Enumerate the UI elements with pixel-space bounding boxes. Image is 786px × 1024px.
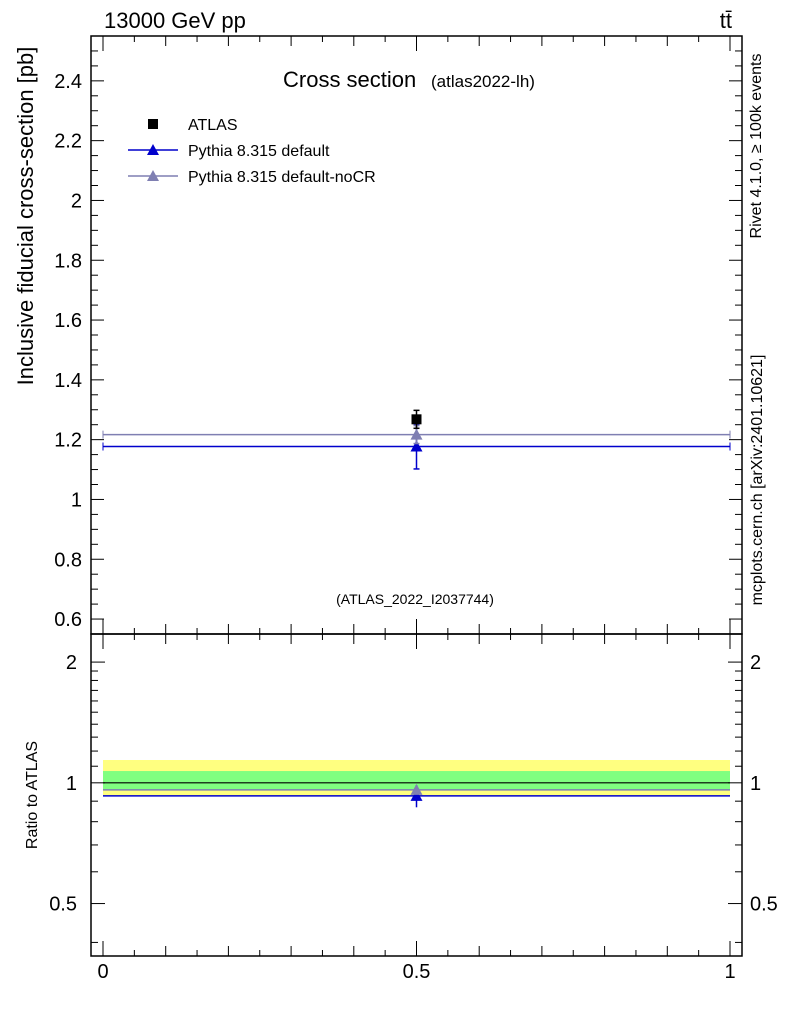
process-label: tt̄ xyxy=(720,8,732,33)
y-tick-label: 2.4 xyxy=(54,71,82,93)
x-tick-label: 1 xyxy=(724,961,735,983)
legend-marker xyxy=(147,144,159,155)
y-axis-label: Inclusive fiducial cross-section [pb] xyxy=(13,47,38,386)
data-series xyxy=(102,409,731,808)
legend-label: Pythia 8.315 default xyxy=(188,143,330,160)
ratio-axis-label: Ratio to ATLAS xyxy=(24,741,41,849)
ratio-tick-label: 2 xyxy=(66,652,77,674)
rivet-label: Rivet 4.1.0, ≥ 100k events xyxy=(748,54,765,239)
ratio-tick-label: 1 xyxy=(66,773,77,795)
chart-subtitle: (atlas2022-lh) xyxy=(431,72,535,91)
ratio-tick-label: 2 xyxy=(750,652,761,674)
legend-marker xyxy=(147,170,159,181)
data-point xyxy=(410,428,423,440)
y-tick-label: 1.4 xyxy=(54,370,82,392)
energy-label: 13000 GeV pp xyxy=(104,8,246,33)
y-tick-label: 1.6 xyxy=(54,310,82,332)
ratio-tick-label: 0.5 xyxy=(49,894,77,916)
ratio-point xyxy=(410,783,423,795)
series-pythia-8-315-default-nocr xyxy=(102,424,731,795)
mcplots-label: mcplots.cern.ch [arXiv:2401.10621] xyxy=(749,355,766,606)
legend: ATLAS Pythia 8.315 default Pythia 8.315 de… xyxy=(128,117,376,186)
ratio-uncertainty-band xyxy=(103,771,730,790)
series-atlas xyxy=(411,409,422,430)
chart-title-text: Cross section xyxy=(283,67,416,92)
legend-entry: Pythia 8.315 default xyxy=(128,143,330,160)
y-tick-label: 1 xyxy=(71,489,82,511)
legend-label: ATLAS xyxy=(188,117,238,134)
y-tick-label: 0.8 xyxy=(54,549,82,571)
legend-entry: ATLAS xyxy=(148,117,238,134)
x-tick-label: 0 xyxy=(97,961,108,983)
y-tick-label: 1.2 xyxy=(54,430,82,452)
chart-title: Cross section (atlas2022-lh) xyxy=(283,67,535,92)
legend-label: Pythia 8.315 default-noCR xyxy=(188,169,376,186)
series-pythia-8-315-default xyxy=(102,423,731,808)
data-point xyxy=(410,440,423,452)
data-point xyxy=(411,414,422,425)
legend-marker xyxy=(148,119,158,129)
axis-ticks: 0.6 0.8 1 1.2 1.4 1.6 1.8 2 2.2 2.4 0 0.5 1 0.5 0.5 1 1 2… xyxy=(49,35,778,983)
ratio-tick-label: 0.5 xyxy=(750,894,778,916)
y-tick-label: 2 xyxy=(71,190,82,212)
y-tick-label: 1.8 xyxy=(54,250,82,272)
analysis-id-label: (ATLAS_2022_I2037744) xyxy=(336,591,494,607)
ratio-point xyxy=(410,789,423,801)
ratio-tick-label: 1 xyxy=(750,773,761,795)
x-tick-label: 0.5 xyxy=(403,961,431,983)
y-tick-label: 2.2 xyxy=(54,131,82,153)
y-tick-label: 0.6 xyxy=(54,609,82,631)
legend-entry: Pythia 8.315 default-noCR xyxy=(128,169,376,186)
